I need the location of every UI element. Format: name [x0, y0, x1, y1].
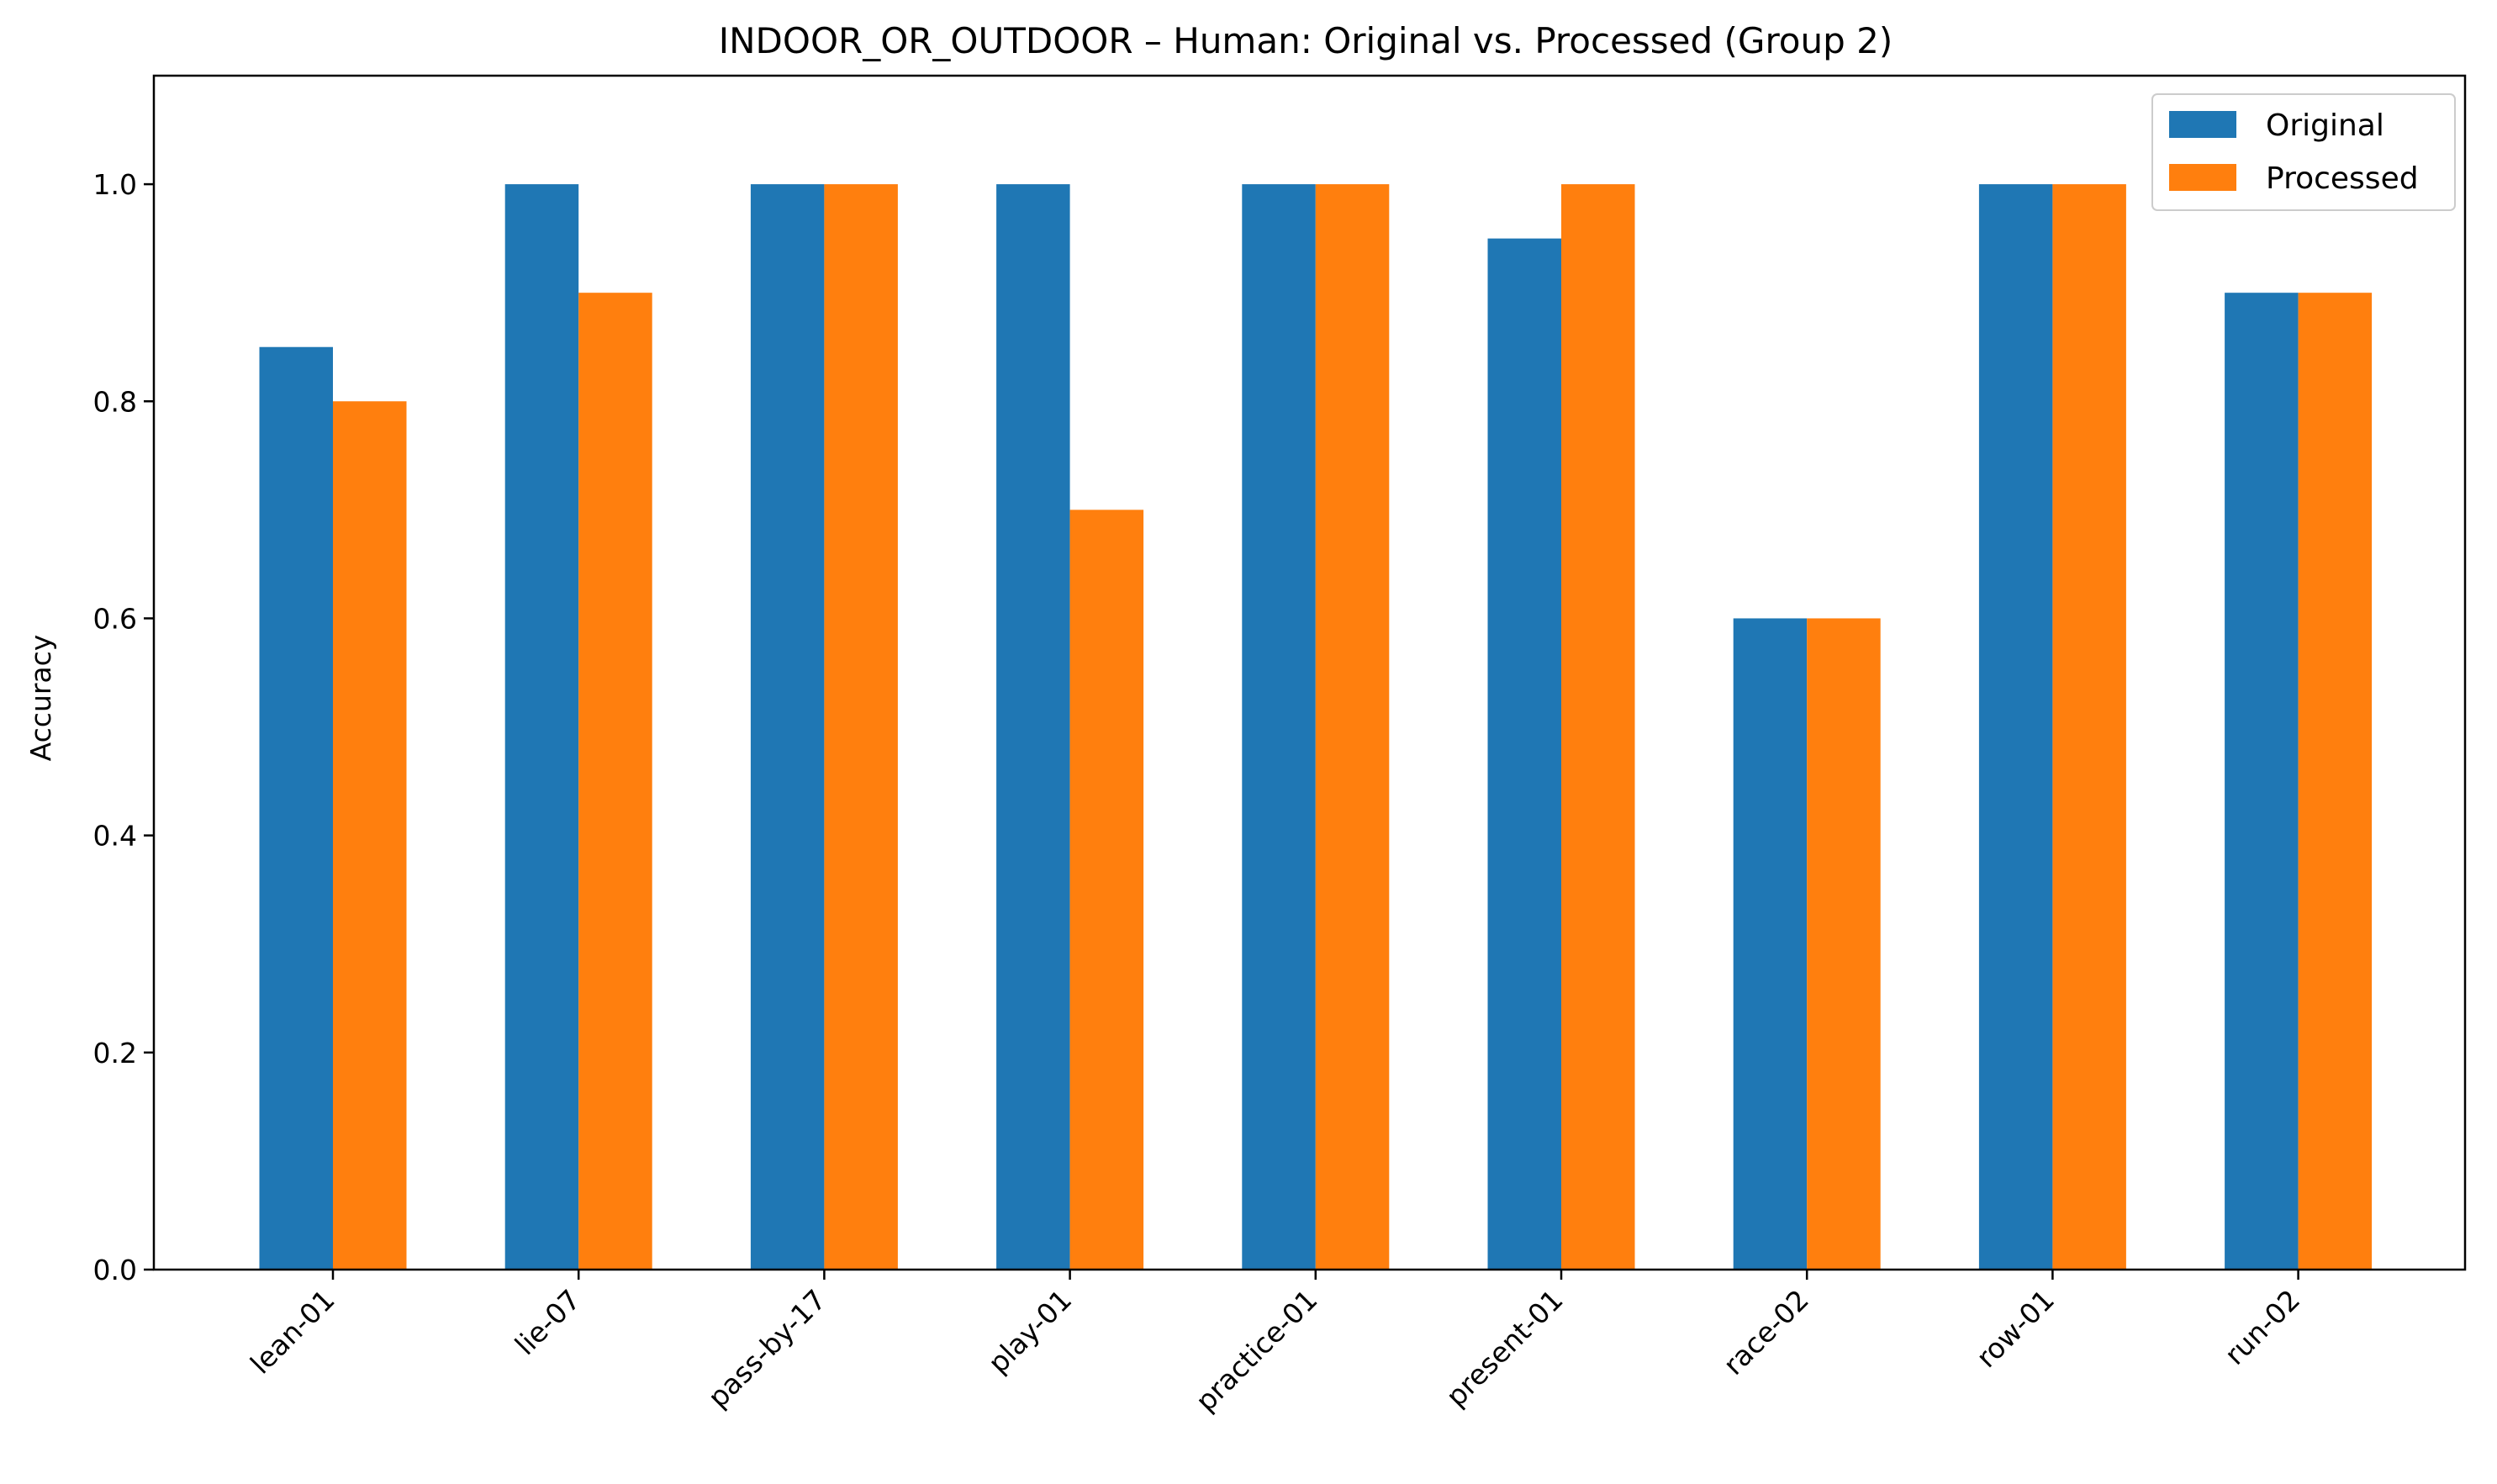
bar-original-lean-01: [259, 346, 333, 1270]
x-axis-ticks: lean-01 lie-07 pass-by-17 play-01 practice-0…: [244, 1270, 2306, 1418]
bar-processed-pass-by-17: [824, 184, 898, 1270]
bars-group: [259, 184, 2373, 1270]
y-tick-label: 0.0: [93, 1254, 137, 1286]
bar-original-play-01: [996, 184, 1070, 1270]
plot-frame: [152, 74, 2467, 1271]
y-tick-label: 0.6: [93, 602, 137, 635]
x-tick-label: race-02: [1717, 1283, 1815, 1381]
bar-original-race-02: [1733, 618, 1808, 1270]
y-tick-label: 0.8: [93, 385, 137, 418]
bar-processed-row-01: [2052, 184, 2126, 1270]
bar-processed-play-01: [1069, 510, 1144, 1270]
bar-processed-lie-07: [578, 293, 652, 1270]
legend-swatch-original: [2169, 111, 2236, 138]
y-tick-label: 0.2: [93, 1037, 137, 1069]
legend: Original Processed: [2151, 93, 2456, 211]
x-tick-label: practice-01: [1189, 1283, 1323, 1418]
bar-processed-race-02: [1807, 618, 1881, 1270]
bar-original-row-01: [1978, 184, 2053, 1270]
y-axis-ticks: 0.0 0.2 0.4 0.6 0.8 1.0: [93, 168, 154, 1286]
bar-processed-practice-01: [1315, 184, 1390, 1270]
x-tick-label: present-01: [1439, 1283, 1569, 1413]
x-tick-label: row-01: [1970, 1283, 2061, 1374]
legend-label-original: Original: [2266, 108, 2384, 143]
bar-original-run-02: [2225, 293, 2299, 1270]
x-tick-label: pass-by-17: [701, 1283, 832, 1414]
bar-processed-lean-01: [333, 401, 407, 1270]
y-tick-label: 1.0: [93, 168, 137, 201]
legend-label-processed: Processed: [2266, 161, 2419, 196]
x-tick-label: run-02: [2218, 1283, 2306, 1371]
x-tick-label: play-01: [982, 1283, 1079, 1380]
bar-original-practice-01: [1242, 184, 1316, 1270]
bar-original-present-01: [1487, 238, 1561, 1270]
x-tick-label: lean-01: [244, 1283, 341, 1381]
y-tick-label: 0.4: [93, 820, 137, 853]
chart-title: INDOOR_OR_OUTDOOR – Human: Original vs. …: [719, 20, 1893, 61]
bar-processed-run-02: [2298, 293, 2373, 1270]
bar-original-pass-by-17: [750, 184, 825, 1270]
x-tick-label: lie-07: [509, 1283, 587, 1361]
bar-processed-present-01: [1561, 184, 1635, 1270]
y-axis-label: Accuracy: [24, 635, 57, 762]
legend-swatch-processed: [2169, 164, 2236, 191]
bar-original-lie-07: [504, 184, 579, 1270]
